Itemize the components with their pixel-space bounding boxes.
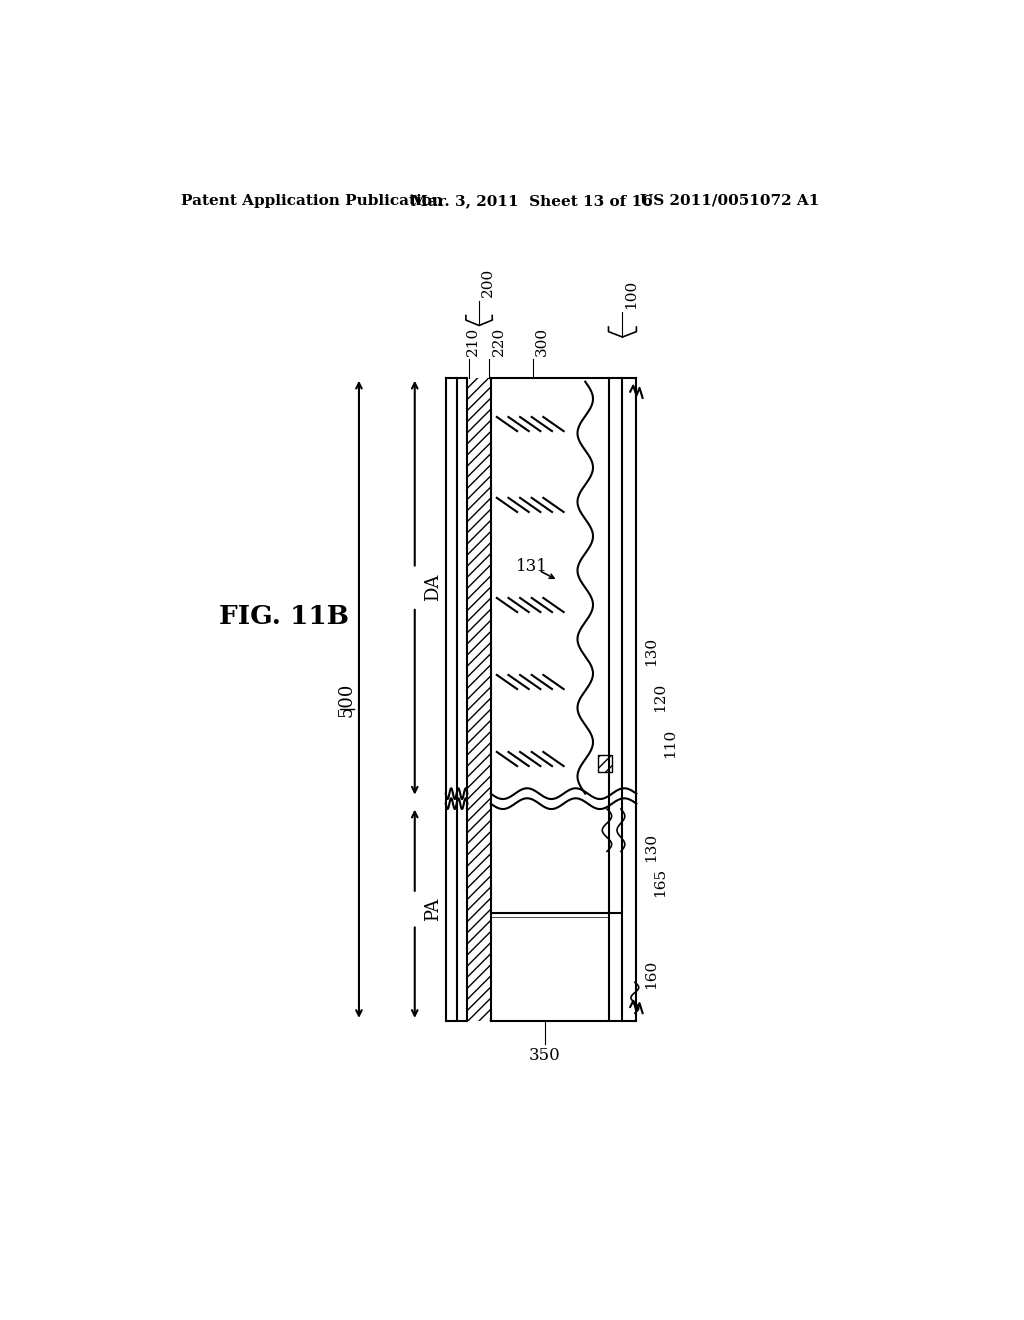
Text: 130: 130 <box>644 833 658 862</box>
Text: US 2011/0051072 A1: US 2011/0051072 A1 <box>640 194 819 207</box>
Bar <box>467 378 490 1020</box>
Text: FIG. 11B: FIG. 11B <box>219 605 349 630</box>
Text: 131: 131 <box>515 558 548 576</box>
Text: 165: 165 <box>653 867 668 896</box>
Text: 300: 300 <box>535 327 549 356</box>
Text: 100: 100 <box>624 280 638 309</box>
Text: 500: 500 <box>338 682 355 717</box>
Bar <box>598 755 611 772</box>
Text: 120: 120 <box>653 682 668 711</box>
Text: DA: DA <box>424 574 442 602</box>
Text: PA: PA <box>424 898 442 921</box>
Text: 200: 200 <box>480 268 495 297</box>
Text: 220: 220 <box>493 327 506 356</box>
Text: 130: 130 <box>644 636 658 665</box>
Text: Patent Application Publication: Patent Application Publication <box>180 194 442 207</box>
Text: 110: 110 <box>663 729 677 758</box>
Text: 160: 160 <box>644 960 658 989</box>
Text: 210: 210 <box>466 327 480 356</box>
Text: Mar. 3, 2011  Sheet 13 of 16: Mar. 3, 2011 Sheet 13 of 16 <box>411 194 652 207</box>
Text: 350: 350 <box>529 1047 561 1064</box>
